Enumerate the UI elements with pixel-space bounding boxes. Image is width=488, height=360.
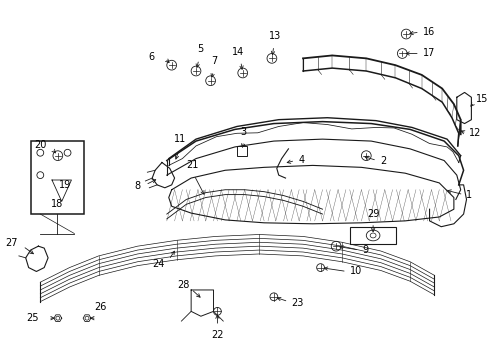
Text: 8: 8 (134, 181, 140, 191)
Text: 5: 5 (196, 45, 203, 54)
Text: 6: 6 (148, 53, 154, 62)
Text: 25: 25 (26, 313, 38, 323)
Text: 15: 15 (475, 94, 488, 104)
Text: 27: 27 (5, 238, 18, 248)
Text: 11: 11 (174, 134, 186, 144)
Text: 29: 29 (366, 209, 379, 219)
Bar (236, 146, 246, 156)
Text: 16: 16 (422, 27, 434, 37)
Text: 22: 22 (211, 330, 223, 340)
Text: 18: 18 (51, 199, 63, 209)
Text: 17: 17 (422, 49, 434, 58)
Text: 19: 19 (59, 180, 71, 190)
Text: 20: 20 (35, 140, 47, 150)
Bar (349, 227, 396, 244)
Text: 4: 4 (298, 154, 304, 165)
Text: 2: 2 (379, 156, 386, 166)
Text: 21: 21 (185, 160, 198, 170)
Bar (31, 141, 84, 214)
Text: 9: 9 (362, 245, 368, 255)
Text: 24: 24 (152, 259, 164, 269)
Text: 28: 28 (177, 280, 189, 290)
Text: 23: 23 (291, 298, 303, 307)
Text: 3: 3 (240, 127, 246, 137)
Text: 10: 10 (349, 266, 361, 276)
Text: 1: 1 (465, 190, 471, 199)
Text: 14: 14 (231, 48, 244, 57)
Text: 7: 7 (211, 56, 217, 66)
Text: 13: 13 (268, 31, 281, 41)
Text: 26: 26 (94, 302, 106, 312)
Text: 12: 12 (468, 128, 481, 138)
